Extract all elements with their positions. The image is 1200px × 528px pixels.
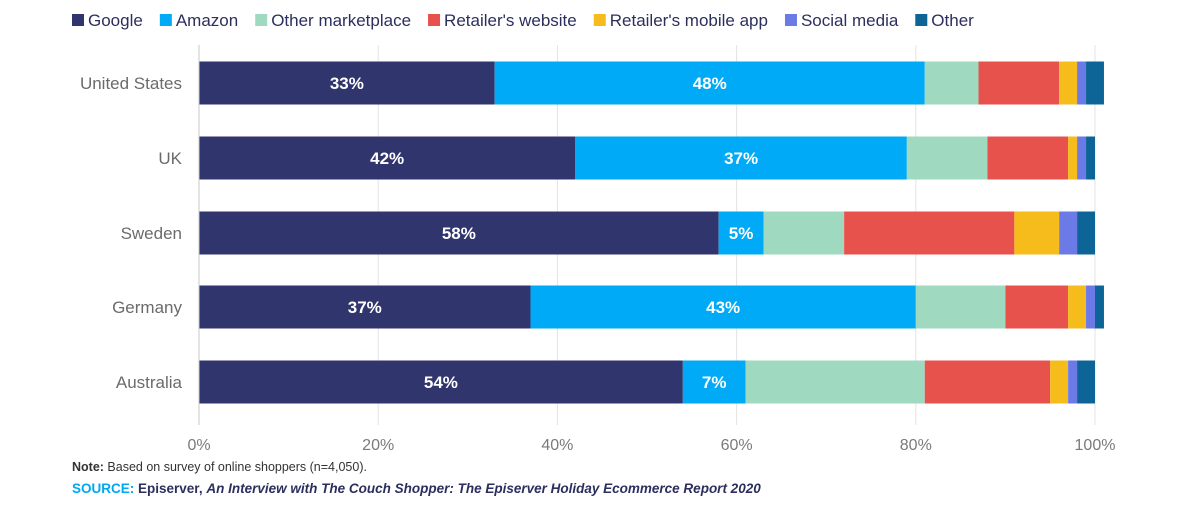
bar-segment <box>1014 211 1060 255</box>
legend-swatch <box>72 14 84 26</box>
bar-segment <box>682 360 746 404</box>
legend-swatch <box>428 14 441 26</box>
bar-segment <box>199 211 719 255</box>
legend-label: Retailer's mobile app <box>610 11 768 30</box>
bar-segment <box>1077 211 1095 255</box>
source: SOURCE: Episerver, An Interview with The… <box>72 481 761 496</box>
bar-segment <box>1086 285 1095 329</box>
bar-segment <box>763 211 845 255</box>
bar-segment <box>978 61 1060 105</box>
category-label: United States <box>80 74 182 93</box>
legend-swatch <box>255 14 268 26</box>
data-label: 33% <box>330 74 364 93</box>
bar-segment <box>745 360 925 404</box>
bar-segment <box>1050 360 1069 404</box>
legend-label: Other <box>931 11 974 30</box>
bar-segment <box>199 136 576 180</box>
source-label: SOURCE: <box>72 481 135 496</box>
bar-segment <box>575 136 907 180</box>
bar-segment <box>906 136 988 180</box>
legend-label: Other marketplace <box>271 11 411 30</box>
data-label: 5% <box>729 224 754 243</box>
legend-label: Google <box>88 11 143 30</box>
source-title: An Interview with The Couch Shopper: The… <box>206 481 761 496</box>
legend-label: Amazon <box>176 11 238 30</box>
legend-swatch <box>784 14 797 26</box>
category-label: UK <box>158 149 182 168</box>
bar-segment <box>924 360 1051 404</box>
legend-swatch <box>593 14 606 26</box>
bar-segment <box>1077 61 1087 105</box>
bar-segment <box>1095 285 1104 329</box>
bar-segment <box>1068 136 1078 180</box>
x-tick-label: 100% <box>1075 437 1116 454</box>
bar-segment <box>1077 360 1095 404</box>
bar-segment <box>987 136 1069 180</box>
data-label: 48% <box>693 74 727 93</box>
bar-segment <box>1077 136 1087 180</box>
legend-swatch <box>159 14 172 26</box>
bar-segment <box>1059 61 1078 105</box>
bar-segment <box>1068 285 1087 329</box>
x-tick-label: 60% <box>721 437 753 454</box>
note-text: Based on survey of online shoppers (n=4,… <box>103 460 367 474</box>
category-label: Germany <box>112 298 182 317</box>
bar-segment <box>199 61 495 105</box>
bar-segment <box>530 285 916 329</box>
bar-segment <box>1086 61 1104 105</box>
bar-segment <box>1068 360 1078 404</box>
data-label: 54% <box>424 373 458 392</box>
bar-segment <box>1086 136 1095 180</box>
legend-label: Social media <box>801 11 899 30</box>
bar-segment <box>199 285 531 329</box>
category-label: Australia <box>116 373 183 392</box>
data-label: 42% <box>370 149 404 168</box>
bar-segment <box>199 360 683 404</box>
source-org: Episerver, <box>134 481 207 496</box>
data-label: 37% <box>724 149 758 168</box>
bar-segment <box>915 285 1006 329</box>
bar-segment <box>718 211 764 255</box>
legend-swatch <box>915 14 928 26</box>
bar-segment <box>1059 211 1078 255</box>
x-tick-label: 80% <box>900 437 932 454</box>
note: Note: Based on survey of online shoppers… <box>72 460 367 474</box>
legend-label: Retailer's website <box>444 11 577 30</box>
data-label: 7% <box>702 373 727 392</box>
data-label: 58% <box>442 224 476 243</box>
bar-segment <box>924 61 979 105</box>
x-tick-label: 20% <box>362 437 394 454</box>
data-label: 37% <box>348 298 382 317</box>
category-label: Sweden <box>121 224 182 243</box>
note-label: Note: <box>72 460 104 474</box>
x-tick-label: 40% <box>541 437 573 454</box>
bar-segment <box>1005 285 1069 329</box>
x-tick-label: 0% <box>187 437 210 454</box>
data-label: 43% <box>706 298 740 317</box>
bar-segment <box>494 61 925 105</box>
bar-segment <box>844 211 1015 255</box>
